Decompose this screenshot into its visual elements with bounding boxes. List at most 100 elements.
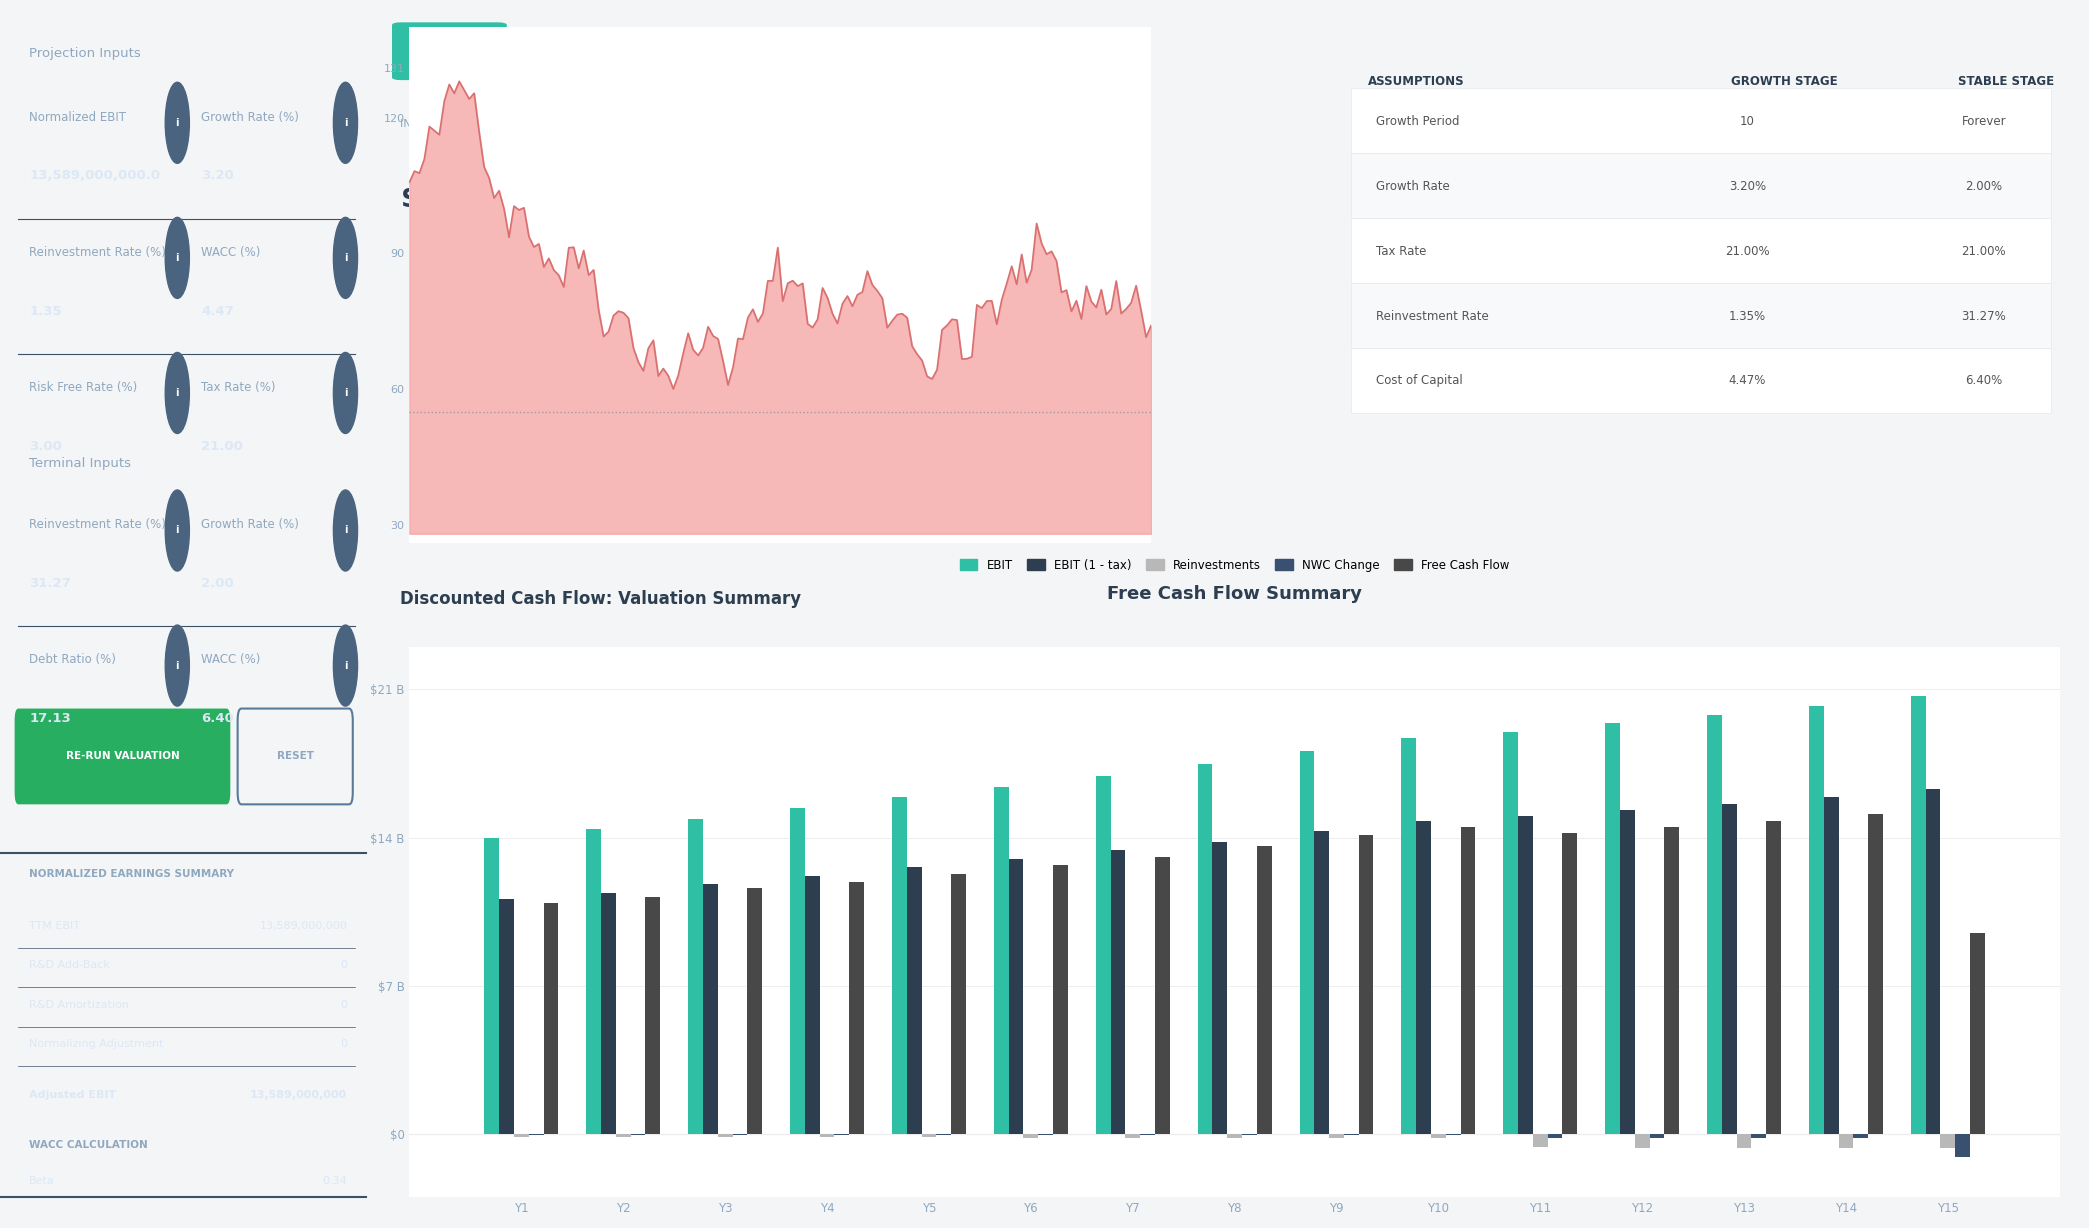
Text: Terminal Inputs: Terminal Inputs (29, 457, 132, 470)
Circle shape (165, 352, 190, 433)
Text: 1.35: 1.35 (29, 305, 63, 318)
Bar (1650, 1133, 1665, 1138)
Text: i: i (175, 388, 180, 398)
Bar (1258, 846, 1272, 1133)
Bar (1329, 1133, 1343, 1138)
Text: RESET: RESET (278, 752, 313, 761)
Bar (1402, 738, 1416, 1133)
Text: WACC (%): WACC (%) (201, 246, 261, 259)
Bar (1838, 1133, 1853, 1148)
Text: Beta: Beta (432, 44, 466, 58)
Text: Growth Rate (%): Growth Rate (%) (201, 518, 299, 532)
Text: Cost of Capital: Cost of Capital (1377, 375, 1462, 388)
Bar (1911, 696, 1926, 1133)
Text: Projection Inputs: Projection Inputs (29, 47, 140, 60)
Text: i: i (345, 253, 347, 263)
Text: -79.04%  ▼: -79.04% ▼ (946, 184, 1113, 212)
Text: NORMALIZED EARNINGS SUMMARY: NORMALIZED EARNINGS SUMMARY (29, 869, 234, 879)
Bar (850, 882, 865, 1133)
Text: i: i (345, 118, 347, 128)
Circle shape (334, 490, 357, 571)
Text: Wal-Mart Stores Inc (WMT) Valuation Results: Wal-Mart Stores Inc (WMT) Valuation Resu… (533, 42, 988, 60)
Bar (1707, 715, 1721, 1133)
Bar (907, 867, 921, 1133)
Bar (748, 888, 762, 1133)
Bar (1941, 1133, 1955, 1148)
Text: Growth Rate (%): Growth Rate (%) (201, 111, 299, 124)
Bar (819, 1133, 834, 1137)
Circle shape (334, 217, 357, 298)
Text: WACC (%): WACC (%) (201, 653, 261, 667)
Bar (719, 1133, 733, 1137)
Text: Adjusted EBIT: Adjusted EBIT (29, 1090, 117, 1100)
Text: 21.00%: 21.00% (1726, 244, 1769, 258)
Text: 0: 0 (341, 1000, 347, 1009)
Text: 4.47%: 4.47% (1730, 375, 1765, 388)
Text: 31.27: 31.27 (29, 577, 71, 591)
Bar (543, 903, 558, 1133)
Text: $98.11: $98.11 (658, 184, 767, 212)
Bar (790, 808, 804, 1133)
Bar (1446, 1133, 1460, 1136)
Text: Beta: Beta (29, 1176, 54, 1186)
Bar (1853, 1133, 1868, 1138)
Text: Forever: Forever (1962, 114, 2005, 128)
Text: 0: 0 (341, 1039, 347, 1049)
Bar (1141, 1133, 1155, 1135)
Text: i: i (175, 526, 180, 535)
Text: 10: 10 (1740, 114, 1755, 128)
FancyBboxPatch shape (1352, 348, 2051, 413)
Text: GROWTH STAGE: GROWTH STAGE (1730, 75, 1836, 87)
Title: Free Cash Flow Summary: Free Cash Flow Summary (1107, 585, 1362, 603)
Bar (994, 787, 1009, 1133)
Text: Tax Rate (%): Tax Rate (%) (201, 381, 276, 394)
Bar (1504, 732, 1519, 1133)
Text: Normalizing Adjustment: Normalizing Adjustment (29, 1039, 163, 1049)
Circle shape (334, 625, 357, 706)
Bar (1009, 858, 1024, 1133)
Bar (1243, 1133, 1258, 1135)
Text: 6.40%: 6.40% (1966, 375, 2003, 388)
Bar (1751, 1133, 1765, 1138)
Text: Normalized EBIT: Normalized EBIT (29, 111, 125, 124)
Circle shape (165, 625, 190, 706)
Bar (1604, 723, 1619, 1133)
Circle shape (165, 82, 190, 163)
Text: Reinvestment Rate (%): Reinvestment Rate (%) (29, 246, 167, 259)
Bar (602, 893, 616, 1133)
Circle shape (165, 490, 190, 571)
Bar (1533, 1133, 1548, 1147)
FancyBboxPatch shape (393, 22, 508, 80)
Bar (804, 876, 819, 1133)
Text: WACC CALCULATION: WACC CALCULATION (29, 1140, 148, 1149)
Bar (1636, 1133, 1650, 1148)
Text: 21.00: 21.00 (201, 440, 242, 453)
Bar (1126, 1133, 1141, 1137)
Bar (950, 873, 965, 1133)
Text: i: i (345, 388, 347, 398)
Circle shape (334, 82, 357, 163)
Bar (616, 1133, 631, 1137)
Bar (1665, 826, 1680, 1133)
FancyBboxPatch shape (1352, 219, 2051, 284)
Text: 21.00%: 21.00% (1962, 244, 2005, 258)
Bar (1736, 1133, 1751, 1148)
Bar (1460, 826, 1475, 1133)
Text: 17.13: 17.13 (29, 712, 71, 726)
Text: DOWNSIDE: DOWNSIDE (946, 119, 1009, 129)
Text: TTM EBIT: TTM EBIT (29, 921, 79, 931)
Bar (1563, 834, 1577, 1133)
Text: i: i (345, 526, 347, 535)
Bar (1519, 817, 1533, 1133)
Text: Debt Ratio (%): Debt Ratio (%) (29, 653, 117, 667)
Text: R&D Add-Back: R&D Add-Back (29, 960, 111, 970)
Bar (1970, 933, 1985, 1133)
Bar (1212, 842, 1226, 1133)
Bar (1809, 706, 1824, 1133)
Text: 3.20: 3.20 (201, 169, 234, 183)
Bar (1226, 1133, 1243, 1138)
FancyBboxPatch shape (1352, 284, 2051, 348)
Text: Reinvestment Rate (%): Reinvestment Rate (%) (29, 518, 167, 532)
Text: Growth Rate: Growth Rate (1377, 179, 1450, 193)
Bar (1926, 788, 1941, 1133)
